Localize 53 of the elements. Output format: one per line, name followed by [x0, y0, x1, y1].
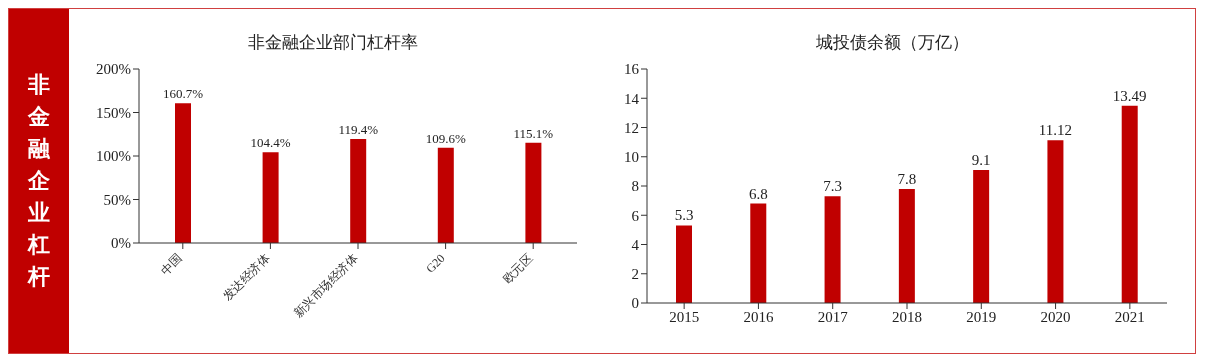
bar	[1121, 105, 1138, 303]
x-tick-label: 2018	[892, 308, 922, 325]
y-tick-label: 150%	[96, 104, 131, 121]
x-tick-label: 2015	[669, 308, 700, 325]
x-tick-label: 新兴市场经济体	[290, 251, 361, 321]
chart-title: 城投债余额（万亿）	[814, 32, 970, 54]
x-tick-label: 2016	[743, 308, 774, 325]
data-label: 6.8	[748, 185, 768, 202]
x-tick-label: 2020	[1040, 308, 1071, 325]
data-label: 13.49	[1112, 87, 1147, 104]
x-tick-label: 2021	[1114, 308, 1145, 325]
bar	[898, 188, 915, 303]
data-label: 5.3	[674, 207, 694, 224]
y-tick-label: 100%	[96, 148, 131, 165]
y-tick-label: 10	[624, 149, 639, 166]
data-label: 119.4%	[338, 122, 379, 138]
y-tick-label: 200%	[96, 61, 131, 78]
data-label: 7.8	[897, 170, 917, 187]
y-tick-label: 2	[631, 266, 639, 283]
bar	[973, 169, 990, 303]
x-tick-label: 2019	[966, 308, 997, 325]
bar	[525, 142, 542, 243]
data-label: 160.7%	[162, 86, 204, 102]
y-tick-label: 0	[631, 295, 639, 312]
x-tick-label: 中国	[158, 251, 185, 279]
data-label: 109.6%	[425, 130, 466, 146]
x-tick-label: 发达经济体	[220, 251, 273, 304]
x-tick-label: 2017	[817, 308, 849, 325]
y-tick-label: 6	[631, 207, 640, 224]
bar	[437, 147, 454, 243]
bar	[350, 139, 367, 243]
bar	[676, 225, 692, 303]
data-label: 104.4%	[250, 135, 291, 151]
y-tick-label: 8	[631, 178, 639, 195]
y-tick-label: 50%	[103, 191, 131, 208]
y-tick-label: 16	[624, 61, 640, 78]
bar	[750, 203, 767, 303]
y-tick-label: 4	[631, 236, 640, 253]
chart-title: 非金融企业部门杠杆率	[247, 32, 419, 54]
data-label: 11.12	[1038, 122, 1073, 139]
bar	[175, 103, 191, 243]
text: 非金融企业杠杆	[27, 71, 51, 291]
bar	[1047, 140, 1064, 303]
bar	[824, 196, 841, 303]
data-label: 9.1	[971, 151, 991, 168]
bar	[262, 152, 279, 243]
y-tick-label: 0%	[111, 235, 131, 252]
data-label: 7.3	[823, 178, 842, 195]
x-tick-label: 欧元区	[499, 251, 536, 287]
y-tick-label: 12	[624, 119, 639, 136]
x-tick-label: G20	[423, 251, 448, 276]
data-label: 115.1%	[513, 125, 554, 141]
y-tick-label: 14	[624, 90, 640, 107]
